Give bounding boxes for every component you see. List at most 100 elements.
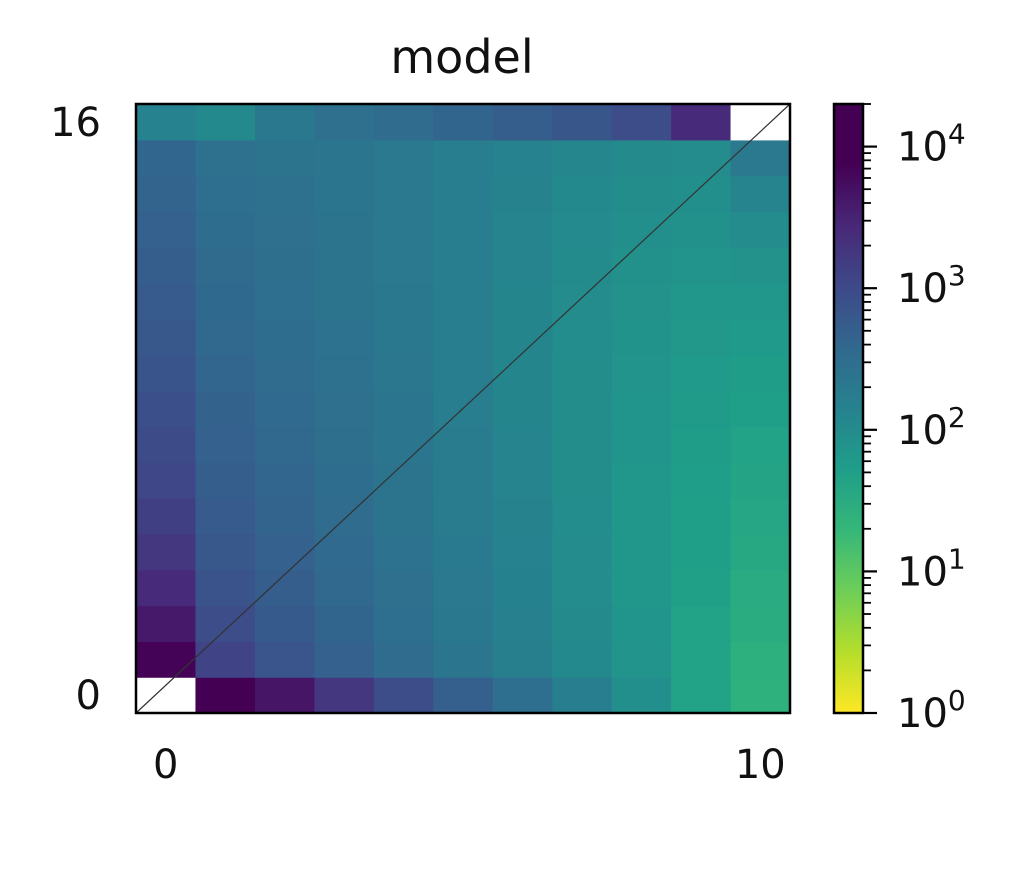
heatmap-cell [254,569,315,607]
heatmap-cell [492,426,553,463]
heatmap-cell [730,426,791,463]
colorbar-ticks: 100 101 102 103 104 [863,118,966,737]
heatmap-cell [195,175,256,213]
colorbar [832,102,865,715]
heatmap-cell [254,354,315,392]
heatmap-cell [492,139,553,177]
heatmap-cell [492,462,553,499]
heatmap-cell [195,247,256,284]
heatmap-cell [254,139,315,177]
heatmap-cell [492,104,553,141]
heatmap-cell [730,175,791,213]
heatmap-cell [254,533,315,571]
chart-title: model [390,30,533,84]
heatmap-cell [552,104,613,141]
heatmap-cell [136,283,197,320]
heatmap-cell [195,211,256,248]
heatmap-cell [730,677,791,714]
heatmap-cell [611,139,672,177]
heatmap-cell [671,139,732,177]
heatmap-cell [611,104,672,141]
heatmap-cell [671,390,732,428]
heatmap-cells [136,104,791,714]
heatmap-cell [552,569,613,607]
heatmap-cell [552,462,613,499]
heatmap-cell [433,641,494,678]
heatmap-cell [433,605,494,642]
heatmap-cell [433,104,494,141]
heatmap-cell [611,283,672,320]
heatmap-cell [314,390,375,428]
heatmap-cell [254,211,315,248]
heatmap-cell [611,677,672,714]
plot-frame [134,102,792,715]
heatmap-cell [671,533,732,571]
heatmap-cell [314,426,375,463]
heatmap-cell [373,390,434,428]
heatmap-cell [254,175,315,213]
heatmap-cell [552,390,613,428]
heatmap-cell [492,498,553,535]
heatmap-cell [254,104,315,141]
heatmap-cell [611,569,672,607]
heatmap-cell [611,318,672,356]
heatmap-cell [552,318,613,356]
heatmap-cell [492,175,553,213]
heatmap-cell [254,283,315,320]
colorbar-tick-label: 104 [897,118,966,171]
heatmap-cell [611,390,672,428]
heatmap-cell [254,498,315,535]
heatmap-cell [136,318,197,356]
heatmap-cell [611,354,672,392]
heatmap-cell [492,211,553,248]
heatmap-cell [492,283,553,320]
heatmap-cell [314,533,375,571]
heatmap-cell [254,247,315,284]
heatmap-cell [671,283,732,320]
heatmap-cell [552,247,613,284]
heatmap-cell [373,498,434,535]
heatmap-cell [195,605,256,642]
heatmap-cell [314,641,375,678]
x-tick-label: 10 [735,742,786,788]
heatmap-cell [195,139,256,177]
heatmap-cell [373,605,434,642]
heatmap-cell [730,605,791,642]
heatmap-cell [671,569,732,607]
heatmap-cell [611,533,672,571]
heatmap-cell [373,462,434,499]
heatmap-cell [671,211,732,248]
heatmap-cell [730,354,791,392]
colorbar-minor-ticks [863,103,871,672]
heatmap-cell [671,641,732,678]
x-tick-label: 0 [153,742,178,788]
heatmap-cell [730,247,791,284]
heatmap-cell [552,641,613,678]
heatmap-cell [730,498,791,535]
heatmap-cell [136,533,197,571]
heatmap-cell [552,426,613,463]
heatmap-cell [671,677,732,714]
heatmap-cell [611,641,672,678]
heatmap-cell [611,498,672,535]
heatmap-cell [552,533,613,571]
heatmap-cell [254,677,315,714]
heatmap-cell [611,605,672,642]
heatmap-cell [136,677,197,714]
heatmap-cell [373,318,434,356]
heatmap-cell [136,569,197,607]
colorbar-tick-label: 100 [897,684,966,737]
heatmap-cell [195,354,256,392]
colorbar-tick-label: 103 [897,259,966,312]
heatmap-cell [314,247,375,284]
heatmap-cell [254,462,315,499]
heatmap-cell [314,498,375,535]
heatmap-cell [314,354,375,392]
heatmap-cell [611,175,672,213]
heatmap-cell [671,426,732,463]
heatmap-cell [492,677,553,714]
heatmap-cell [195,677,256,714]
heatmap-cell [492,605,553,642]
heatmap-cell [671,247,732,284]
heatmap-cell [254,318,315,356]
